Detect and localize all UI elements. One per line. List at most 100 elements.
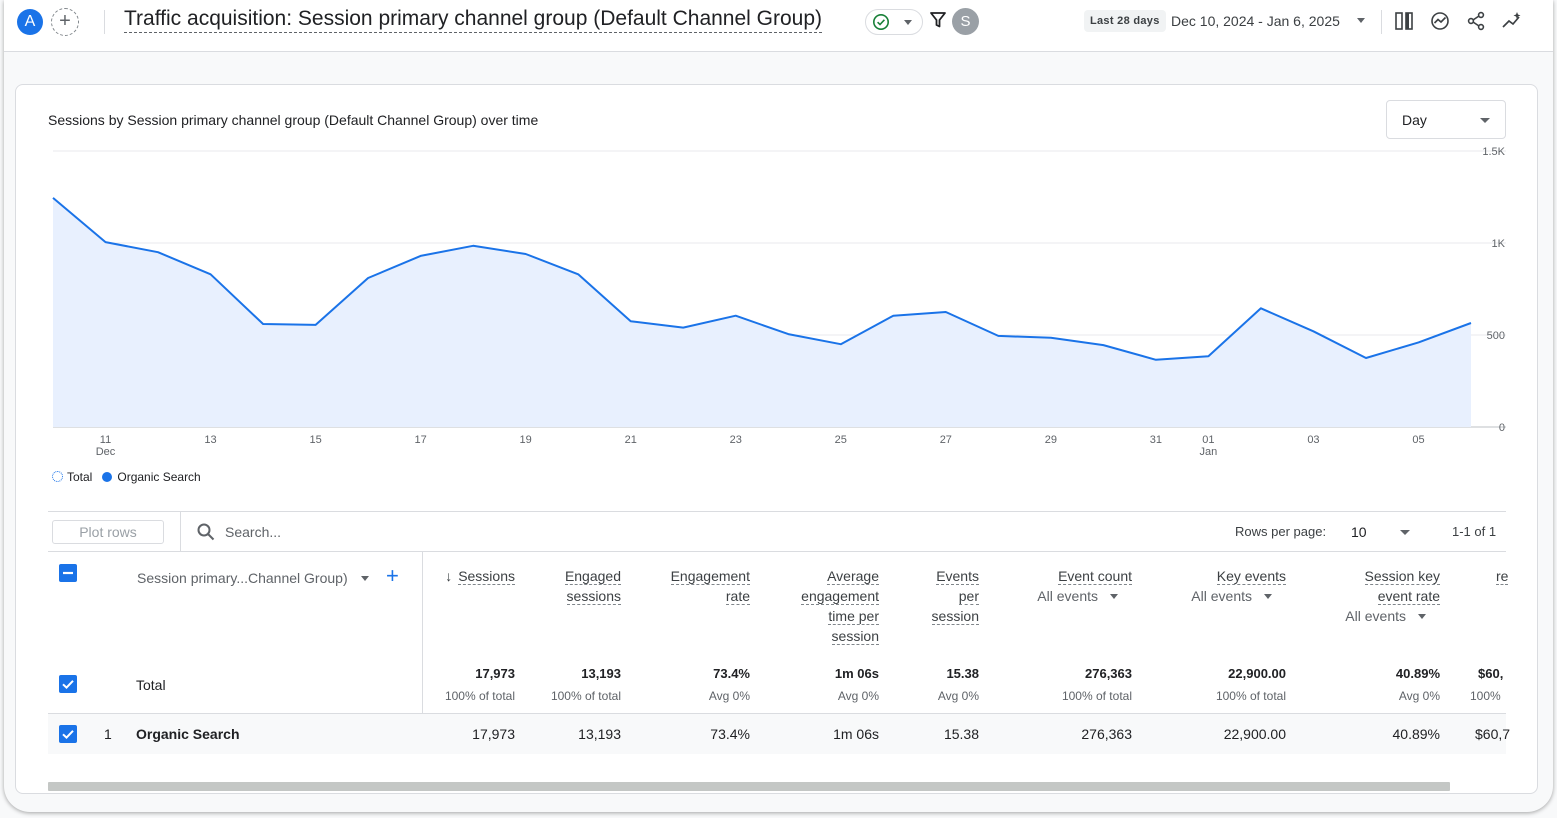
compare-icon[interactable] xyxy=(1393,10,1415,32)
trend-icon[interactable] xyxy=(1501,10,1523,32)
check-icon xyxy=(62,730,74,740)
x-tick-label: 27 xyxy=(940,434,952,446)
date-dropdown-icon[interactable] xyxy=(1357,18,1365,23)
column-header-event-count[interactable]: Event count All events xyxy=(1037,568,1132,606)
chevron-down-icon xyxy=(1110,594,1118,599)
legend-total-label[interactable]: Total xyxy=(67,470,93,484)
chevron-down-icon xyxy=(904,20,912,25)
y-tick-label: 0 xyxy=(1499,422,1505,434)
chevron-down-icon xyxy=(1418,614,1426,619)
header-divider xyxy=(1381,10,1382,34)
row-avg-engagement-time: 1m 06s xyxy=(833,726,879,742)
total-row-label: Total xyxy=(136,677,166,693)
x-tick-label: 01 xyxy=(1202,434,1214,446)
total-avg-engagement-time-sub: Avg 0% xyxy=(837,689,879,703)
segment-avatar[interactable]: S xyxy=(952,8,979,35)
row-sessions: 17,973 xyxy=(472,726,515,742)
table-toolbar: Plot rows Rows per page: 10 1-1 of 1 xyxy=(48,511,1506,552)
select-all-checkbox[interactable] xyxy=(59,564,77,582)
granularity-select[interactable]: Day xyxy=(1386,100,1506,139)
event-filter-select[interactable]: All events xyxy=(1037,586,1132,606)
total-avg-engagement-time: 1m 06s xyxy=(834,666,879,681)
row-number: 1 xyxy=(104,726,112,742)
x-tick-label: 19 xyxy=(520,434,532,446)
report-status-button[interactable] xyxy=(865,9,923,35)
dimension-header[interactable]: Session primary...Channel Group) xyxy=(137,570,348,586)
chevron-down-icon[interactable] xyxy=(1400,530,1410,535)
x-tick-month-label: Dec xyxy=(96,446,116,458)
column-header-engaged-sessions[interactable]: Engaged sessions xyxy=(564,568,621,605)
y-tick-label: 500 xyxy=(1487,330,1505,342)
check-circle-icon xyxy=(873,14,889,30)
total-events-per-session: 15.38 xyxy=(946,666,979,681)
report-header: A + Traffic acquisition: Session primary… xyxy=(4,0,1553,52)
legend-organic-marker[interactable] xyxy=(102,472,113,482)
total-row-checkbox[interactable] xyxy=(59,675,77,693)
total-engaged-sessions: 13,193 xyxy=(581,666,621,681)
add-comparison-button[interactable]: + xyxy=(51,8,79,36)
row-key-events: 22,900.00 xyxy=(1223,726,1286,742)
sort-down-icon: ↓ xyxy=(445,568,453,584)
rows-per-page-select[interactable]: 10 xyxy=(1351,524,1367,540)
pagination-text: 1-1 of 1 xyxy=(1452,524,1497,539)
x-tick-label: 13 xyxy=(204,434,216,446)
legend-total-marker[interactable] xyxy=(52,471,63,482)
report-title[interactable]: Traffic acquisition: Session primary cha… xyxy=(124,7,823,33)
app-frame: A + Traffic acquisition: Session primary… xyxy=(4,0,1553,812)
total-event-count-sub: 100% of total xyxy=(1061,689,1132,703)
data-table: Session primary...Channel Group) + ↓ Sess… xyxy=(48,552,1510,754)
granularity-value: Day xyxy=(1402,112,1427,128)
x-tick-label: 29 xyxy=(1045,434,1057,446)
date-preset-badge: Last 28 days xyxy=(1084,10,1166,32)
column-header-sessions[interactable]: ↓ Sessions xyxy=(445,568,515,585)
column-header-key-events[interactable]: Key events All events xyxy=(1191,568,1286,606)
total-key-events: 22,900.00 xyxy=(1228,666,1286,681)
share-icon[interactable] xyxy=(1465,10,1487,32)
search-icon xyxy=(197,523,215,541)
comparison-avatar[interactable]: A xyxy=(17,9,43,35)
column-divider xyxy=(422,552,423,754)
report-card: Sessions by Session primary channel grou… xyxy=(15,84,1538,794)
plot-rows-button[interactable]: Plot rows xyxy=(52,520,164,544)
y-tick-label: 1K xyxy=(1492,238,1506,250)
table-row[interactable]: 1 Organic Search 17,973 13,193 73.4% 1m … xyxy=(48,713,1510,754)
total-sessions: 17,973 xyxy=(475,666,515,681)
row-revenue: $60,7 xyxy=(1475,726,1511,742)
total-revenue: $60, xyxy=(1478,666,1504,681)
total-sessions-sub: 100% of total xyxy=(444,689,515,703)
total-events-per-session-sub: Avg 0% xyxy=(937,689,979,703)
check-icon xyxy=(62,680,74,690)
column-header-revenue[interactable]: re xyxy=(1496,568,1509,585)
column-header-engagement-rate[interactable]: Engagement rate xyxy=(670,568,750,605)
chevron-down-icon xyxy=(1264,594,1272,599)
column-header-events-per-session[interactable]: Events per session xyxy=(931,568,979,625)
x-tick-label: 21 xyxy=(625,434,637,446)
date-range[interactable]: Dec 10, 2024 - Jan 6, 2025 xyxy=(1171,13,1340,29)
row-events-per-session: 15.38 xyxy=(943,726,979,742)
y-tick-label: 1.5K xyxy=(1482,146,1505,158)
legend-organic-label[interactable]: Organic Search xyxy=(117,470,201,484)
minus-icon xyxy=(63,571,73,575)
row-checkbox[interactable] xyxy=(59,725,77,743)
x-tick-month-label: Jan xyxy=(1200,446,1218,458)
chevron-down-icon[interactable] xyxy=(361,576,369,581)
insights-icon[interactable] xyxy=(1429,10,1451,32)
add-dimension-button[interactable]: + xyxy=(386,563,399,588)
row-session-key-event-rate: 40.89% xyxy=(1392,726,1440,742)
x-tick-label: 23 xyxy=(730,434,742,446)
x-tick-label: 11 xyxy=(100,434,111,446)
key-event-rate-filter-select[interactable]: All events xyxy=(1345,606,1440,626)
column-header-avg-engagement-time[interactable]: Average engagement time per session xyxy=(801,568,879,645)
row-engagement-rate: 73.4% xyxy=(710,726,750,742)
total-revenue-sub: 100% xyxy=(1470,689,1501,703)
filter-icon[interactable] xyxy=(929,11,947,29)
total-engaged-sessions-sub: 100% of total xyxy=(550,689,621,703)
search-input[interactable] xyxy=(225,521,525,543)
total-event-count: 276,363 xyxy=(1085,666,1132,681)
column-header-session-key-event-rate[interactable]: Session key event rate All events xyxy=(1345,568,1440,626)
header-divider xyxy=(104,10,105,34)
x-tick-label: 17 xyxy=(415,434,427,446)
horizontal-scrollbar[interactable] xyxy=(48,782,1450,791)
key-event-filter-select[interactable]: All events xyxy=(1191,586,1286,606)
